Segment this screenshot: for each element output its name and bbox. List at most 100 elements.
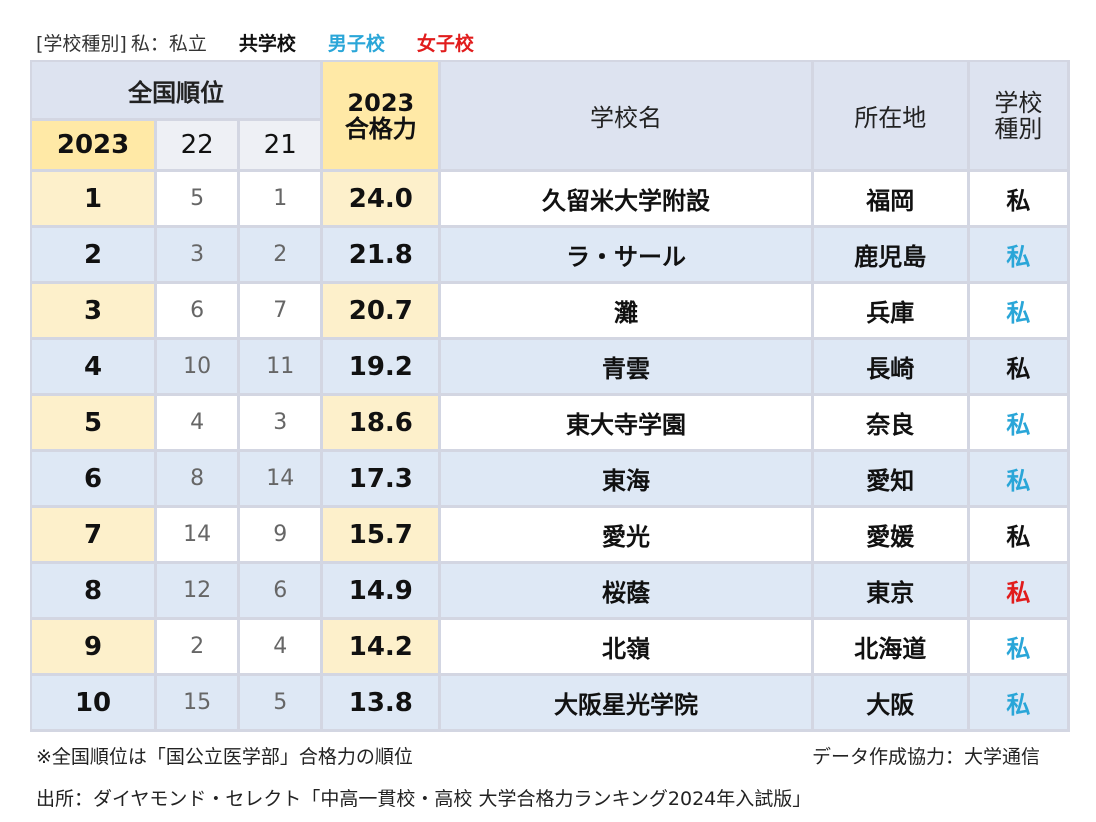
legend-coed: 共学校	[238, 32, 296, 55]
school-name: 北嶺	[441, 620, 814, 676]
header-pass-power: 2023 合格力	[323, 62, 442, 172]
school-type: 私	[969, 228, 1070, 284]
location: 鹿児島	[813, 228, 970, 284]
source-citation: 出所：ダイヤモンド・セレクト「中高一貫校・高校 大学合格力ランキング2024年入…	[36, 788, 812, 810]
pass-power: 14.2	[323, 620, 442, 676]
rank-22: 2	[157, 620, 241, 676]
rank-22: 15	[157, 676, 241, 732]
legend-girls: 女子校	[416, 32, 474, 55]
header-year-21: 21	[240, 121, 324, 172]
rank-21: 9	[240, 508, 324, 564]
table-row: 2 3 2 21.8 ラ・サール 鹿児島 私	[32, 228, 1070, 284]
school-type: 私	[969, 564, 1070, 620]
rank-21: 7	[240, 284, 324, 340]
school-name: 東大寺学園	[441, 396, 814, 452]
location: 奈良	[813, 396, 970, 452]
header-location: 所在地	[813, 62, 970, 172]
header-power-label: 合格力	[344, 114, 417, 143]
pass-power: 18.6	[323, 396, 442, 452]
school-type-legend: [学校種別] 私：私立 共学校 男子校 女子校	[36, 28, 474, 56]
legend-definition: 私：私立	[130, 32, 207, 55]
rank-2023: 5	[32, 396, 158, 452]
pass-power: 17.3	[323, 452, 442, 508]
school-type: 私	[969, 284, 1070, 340]
pass-power: 19.2	[323, 340, 442, 396]
school-name: 灘	[441, 284, 814, 340]
school-name: 久留米大学附設	[441, 172, 814, 228]
school-type: 私	[969, 620, 1070, 676]
rank-21: 14	[240, 452, 324, 508]
table-row: 9 2 4 14.2 北嶺 北海道 私	[32, 620, 1070, 676]
school-type: 私	[969, 172, 1070, 228]
school-name: 青雲	[441, 340, 814, 396]
rank-2023: 2	[32, 228, 158, 284]
footnote: ※全国順位は「国公立医学部」合格力の順位	[36, 746, 413, 768]
school-name: 愛光	[441, 508, 814, 564]
location: 大阪	[813, 676, 970, 732]
table-row: 8 12 6 14.9 桜蔭 東京 私	[32, 564, 1070, 620]
school-name: 桜蔭	[441, 564, 814, 620]
header-type-line2: 種別	[994, 114, 1043, 143]
pass-power: 24.0	[323, 172, 442, 228]
rank-21: 2	[240, 228, 324, 284]
header-school-type: 学校 種別	[969, 62, 1070, 172]
header-type-line1: 学校	[994, 88, 1043, 117]
rank-21: 1	[240, 172, 324, 228]
rank-22: 5	[157, 172, 241, 228]
rank-2023: 10	[32, 676, 158, 732]
rank-21: 11	[240, 340, 324, 396]
table-row: 10 15 5 13.8 大阪星光学院 大阪 私	[32, 676, 1070, 732]
school-type: 私	[969, 508, 1070, 564]
school-name: 東海	[441, 452, 814, 508]
rank-2023: 9	[32, 620, 158, 676]
rank-2023: 7	[32, 508, 158, 564]
legend-boys: 男子校	[327, 32, 385, 55]
data-credit: データ作成協力：大学通信	[811, 746, 1040, 768]
table-row: 7 14 9 15.7 愛光 愛媛 私	[32, 508, 1070, 564]
location: 東京	[813, 564, 970, 620]
pass-power: 15.7	[323, 508, 442, 564]
rank-22: 12	[157, 564, 241, 620]
rank-21: 3	[240, 396, 324, 452]
rank-22: 8	[157, 452, 241, 508]
header-school-name: 学校名	[441, 62, 814, 172]
pass-power: 20.7	[323, 284, 442, 340]
header-year-22: 22	[157, 121, 241, 172]
pass-power: 14.9	[323, 564, 442, 620]
rank-2023: 4	[32, 340, 158, 396]
table-row: 6 8 14 17.3 東海 愛知 私	[32, 452, 1070, 508]
location: 兵庫	[813, 284, 970, 340]
rank-2023: 1	[32, 172, 158, 228]
pass-power: 13.8	[323, 676, 442, 732]
pass-power: 21.8	[323, 228, 442, 284]
rank-22: 4	[157, 396, 241, 452]
school-type: 私	[969, 676, 1070, 732]
table-row: 1 5 1 24.0 久留米大学附設 福岡 私	[32, 172, 1070, 228]
school-type: 私	[969, 340, 1070, 396]
rank-2023: 8	[32, 564, 158, 620]
header-year-2023: 2023	[32, 121, 158, 172]
table-row: 4 10 11 19.2 青雲 長崎 私	[32, 340, 1070, 396]
rank-21: 4	[240, 620, 324, 676]
header-national-rank: 全国順位	[32, 62, 324, 121]
rank-21: 5	[240, 676, 324, 732]
legend-label: [学校種別]	[36, 32, 127, 55]
rank-22: 14	[157, 508, 241, 564]
school-name: ラ・サール	[441, 228, 814, 284]
rank-21: 6	[240, 564, 324, 620]
rank-2023: 6	[32, 452, 158, 508]
school-name: 大阪星光学院	[441, 676, 814, 732]
rank-22: 3	[157, 228, 241, 284]
school-type: 私	[969, 452, 1070, 508]
table-row: 5 4 3 18.6 東大寺学園 奈良 私	[32, 396, 1070, 452]
location: 福岡	[813, 172, 970, 228]
location: 北海道	[813, 620, 970, 676]
ranking-table: 全国順位 2023 合格力 学校名 所在地 学校 種別 2023 22 21 1…	[30, 60, 1070, 732]
rank-22: 6	[157, 284, 241, 340]
table-row: 3 6 7 20.7 灘 兵庫 私	[32, 284, 1070, 340]
location: 長崎	[813, 340, 970, 396]
rank-22: 10	[157, 340, 241, 396]
location: 愛知	[813, 452, 970, 508]
school-type: 私	[969, 396, 1070, 452]
rank-2023: 3	[32, 284, 158, 340]
